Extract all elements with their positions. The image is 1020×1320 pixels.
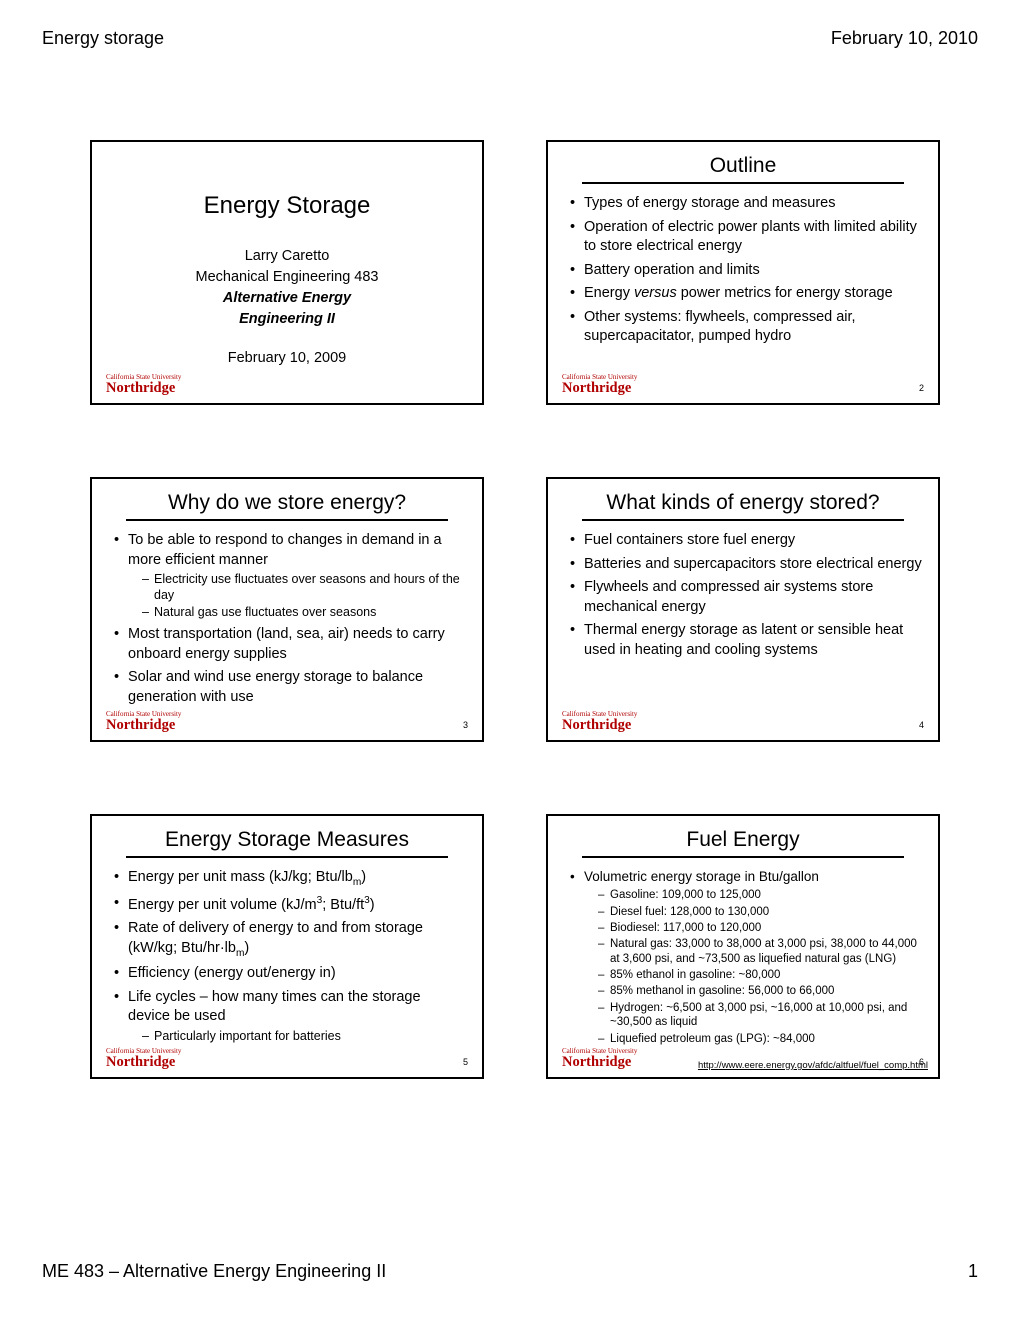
author: Larry Caretto	[108, 246, 466, 267]
northridge-logo: California State University Northridge	[106, 1048, 181, 1070]
sub-bullet: Diesel fuel: 128,000 to 130,000	[598, 905, 922, 919]
bullet: Rate of delivery of energy to and from s…	[114, 919, 466, 960]
bullet: Other systems: flywheels, compressed air…	[570, 308, 922, 347]
sub-bullet: 85% methanol in gasoline: 56,000 to 66,0…	[598, 984, 922, 998]
bullet-text: To be able to respond to changes in dema…	[128, 532, 442, 568]
slide-title: What kinds of energy stored?	[582, 491, 904, 521]
slide-3-why-store: Why do we store energy? To be able to re…	[90, 477, 484, 742]
slide-1-title: Energy Storage Larry Caretto Mechanical …	[90, 140, 484, 405]
bullet: Energy per unit mass (kJ/kg; Btu/lbm)	[114, 868, 466, 890]
bullet: Most transportation (land, sea, air) nee…	[114, 625, 466, 664]
bullet-list: Fuel containers store fuel energy Batter…	[564, 531, 922, 660]
bullet: Efficiency (energy out/energy in)	[114, 964, 466, 984]
sub-list: Particularly important for batteries	[128, 1029, 466, 1045]
slide-page-number: 3	[463, 720, 468, 730]
bullet-list: To be able to respond to changes in dema…	[108, 531, 466, 707]
slides-grid: Energy Storage Larry Caretto Mechanical …	[90, 140, 940, 1079]
sub-bullet: Liquefied petroleum gas (LPG): ~84,000	[598, 1032, 922, 1046]
bullet-list: Energy per unit mass (kJ/kg; Btu/lbm) En…	[108, 868, 466, 1044]
sub-bullet: Natural gas: 33,000 to 38,000 at 3,000 p…	[598, 937, 922, 966]
logo-big: Northridge	[562, 381, 637, 396]
bullet: Volumetric energy storage in Btu/gallon …	[570, 868, 922, 1046]
slide-page-number: 4	[919, 720, 924, 730]
sub-bullet: Gasoline: 109,000 to 125,000	[598, 888, 922, 902]
subtitle-line-1: Alternative Energy	[108, 288, 466, 309]
logo-big: Northridge	[106, 381, 181, 396]
slide-5-measures: Energy Storage Measures Energy per unit …	[90, 814, 484, 1079]
bullet-text: Volumetric energy storage in Btu/gallon	[584, 869, 819, 884]
header-left: Energy storage	[42, 28, 164, 49]
sub-bullet: 85% ethanol in gasoline: ~80,000	[598, 968, 922, 982]
title-slide-body: Larry Caretto Mechanical Engineering 483…	[108, 246, 466, 369]
bullet: Thermal energy storage as latent or sens…	[570, 621, 922, 660]
northridge-logo: California State University Northridge	[562, 1048, 637, 1070]
footer-left: ME 483 – Alternative Energy Engineering …	[42, 1261, 386, 1282]
sub-list: Electricity use fluctuates over seasons …	[128, 572, 466, 621]
slide-6-fuel-energy: Fuel Energy Volumetric energy storage in…	[546, 814, 940, 1079]
logo-big: Northridge	[106, 1055, 181, 1070]
page-footer: ME 483 – Alternative Energy Engineering …	[42, 1261, 978, 1282]
bullet-text: Life cycles – how many times can the sto…	[128, 989, 421, 1025]
bullet-list: Volumetric energy storage in Btu/gallon …	[564, 868, 922, 1046]
northridge-logo: California State University Northridge	[562, 711, 637, 733]
bullet: Energy per unit volume (kJ/m3; Btu/ft3)	[114, 894, 466, 915]
northridge-logo: California State University Northridge	[562, 374, 637, 396]
bullet-list: Types of energy storage and measures Ope…	[564, 194, 922, 347]
footer-right: 1	[968, 1261, 978, 1282]
slide-2-outline: Outline Types of energy storage and meas…	[546, 140, 940, 405]
slide-page-number: 5	[463, 1057, 468, 1067]
slide-title: Why do we store energy?	[126, 491, 448, 521]
course: Mechanical Engineering 483	[108, 267, 466, 288]
bullet: Operation of electric power plants with …	[570, 218, 922, 257]
slide-4-kinds: What kinds of energy stored? Fuel contai…	[546, 477, 940, 742]
source-url: http://www.eere.energy.gov/afdc/altfuel/…	[698, 1060, 928, 1071]
logo-big: Northridge	[562, 718, 637, 733]
sub-list: Gasoline: 109,000 to 125,000 Diesel fuel…	[584, 888, 922, 1046]
sub-bullet: Hydrogen: ~6,500 at 3,000 psi, ~16,000 a…	[598, 1001, 922, 1030]
bullet: Batteries and supercapacitors store elec…	[570, 555, 922, 575]
logo-big: Northridge	[106, 718, 181, 733]
sub-bullet: Electricity use fluctuates over seasons …	[142, 572, 466, 603]
bullet: Flywheels and compressed air systems sto…	[570, 578, 922, 617]
slide-title: Fuel Energy	[582, 828, 904, 858]
bullet: Life cycles – how many times can the sto…	[114, 988, 466, 1045]
logo-big: Northridge	[562, 1055, 637, 1070]
sub-bullet: Natural gas use fluctuates over seasons	[142, 605, 466, 621]
slide-title: Energy Storage	[126, 192, 448, 224]
bullet: Fuel containers store fuel energy	[570, 531, 922, 551]
sub-bullet: Biodiesel: 117,000 to 120,000	[598, 921, 922, 935]
bullet: To be able to respond to changes in dema…	[114, 531, 466, 621]
northridge-logo: California State University Northridge	[106, 711, 181, 733]
header-right: February 10, 2010	[831, 28, 978, 49]
bullet: Solar and wind use energy storage to bal…	[114, 668, 466, 707]
slide-title: Outline	[582, 154, 904, 184]
slide-page-number: 2	[919, 383, 924, 393]
bullet: Battery operation and limits	[570, 261, 922, 281]
page-header: Energy storage February 10, 2010	[42, 28, 978, 49]
northridge-logo: California State University Northridge	[106, 374, 181, 396]
sub-bullet: Particularly important for batteries	[142, 1029, 466, 1045]
slide-date: February 10, 2009	[108, 348, 466, 369]
bullet: Energy versus power metrics for energy s…	[570, 284, 922, 304]
bullet: Types of energy storage and measures	[570, 194, 922, 214]
slide-title: Energy Storage Measures	[126, 828, 448, 858]
subtitle-line-2: Engineering II	[108, 309, 466, 330]
